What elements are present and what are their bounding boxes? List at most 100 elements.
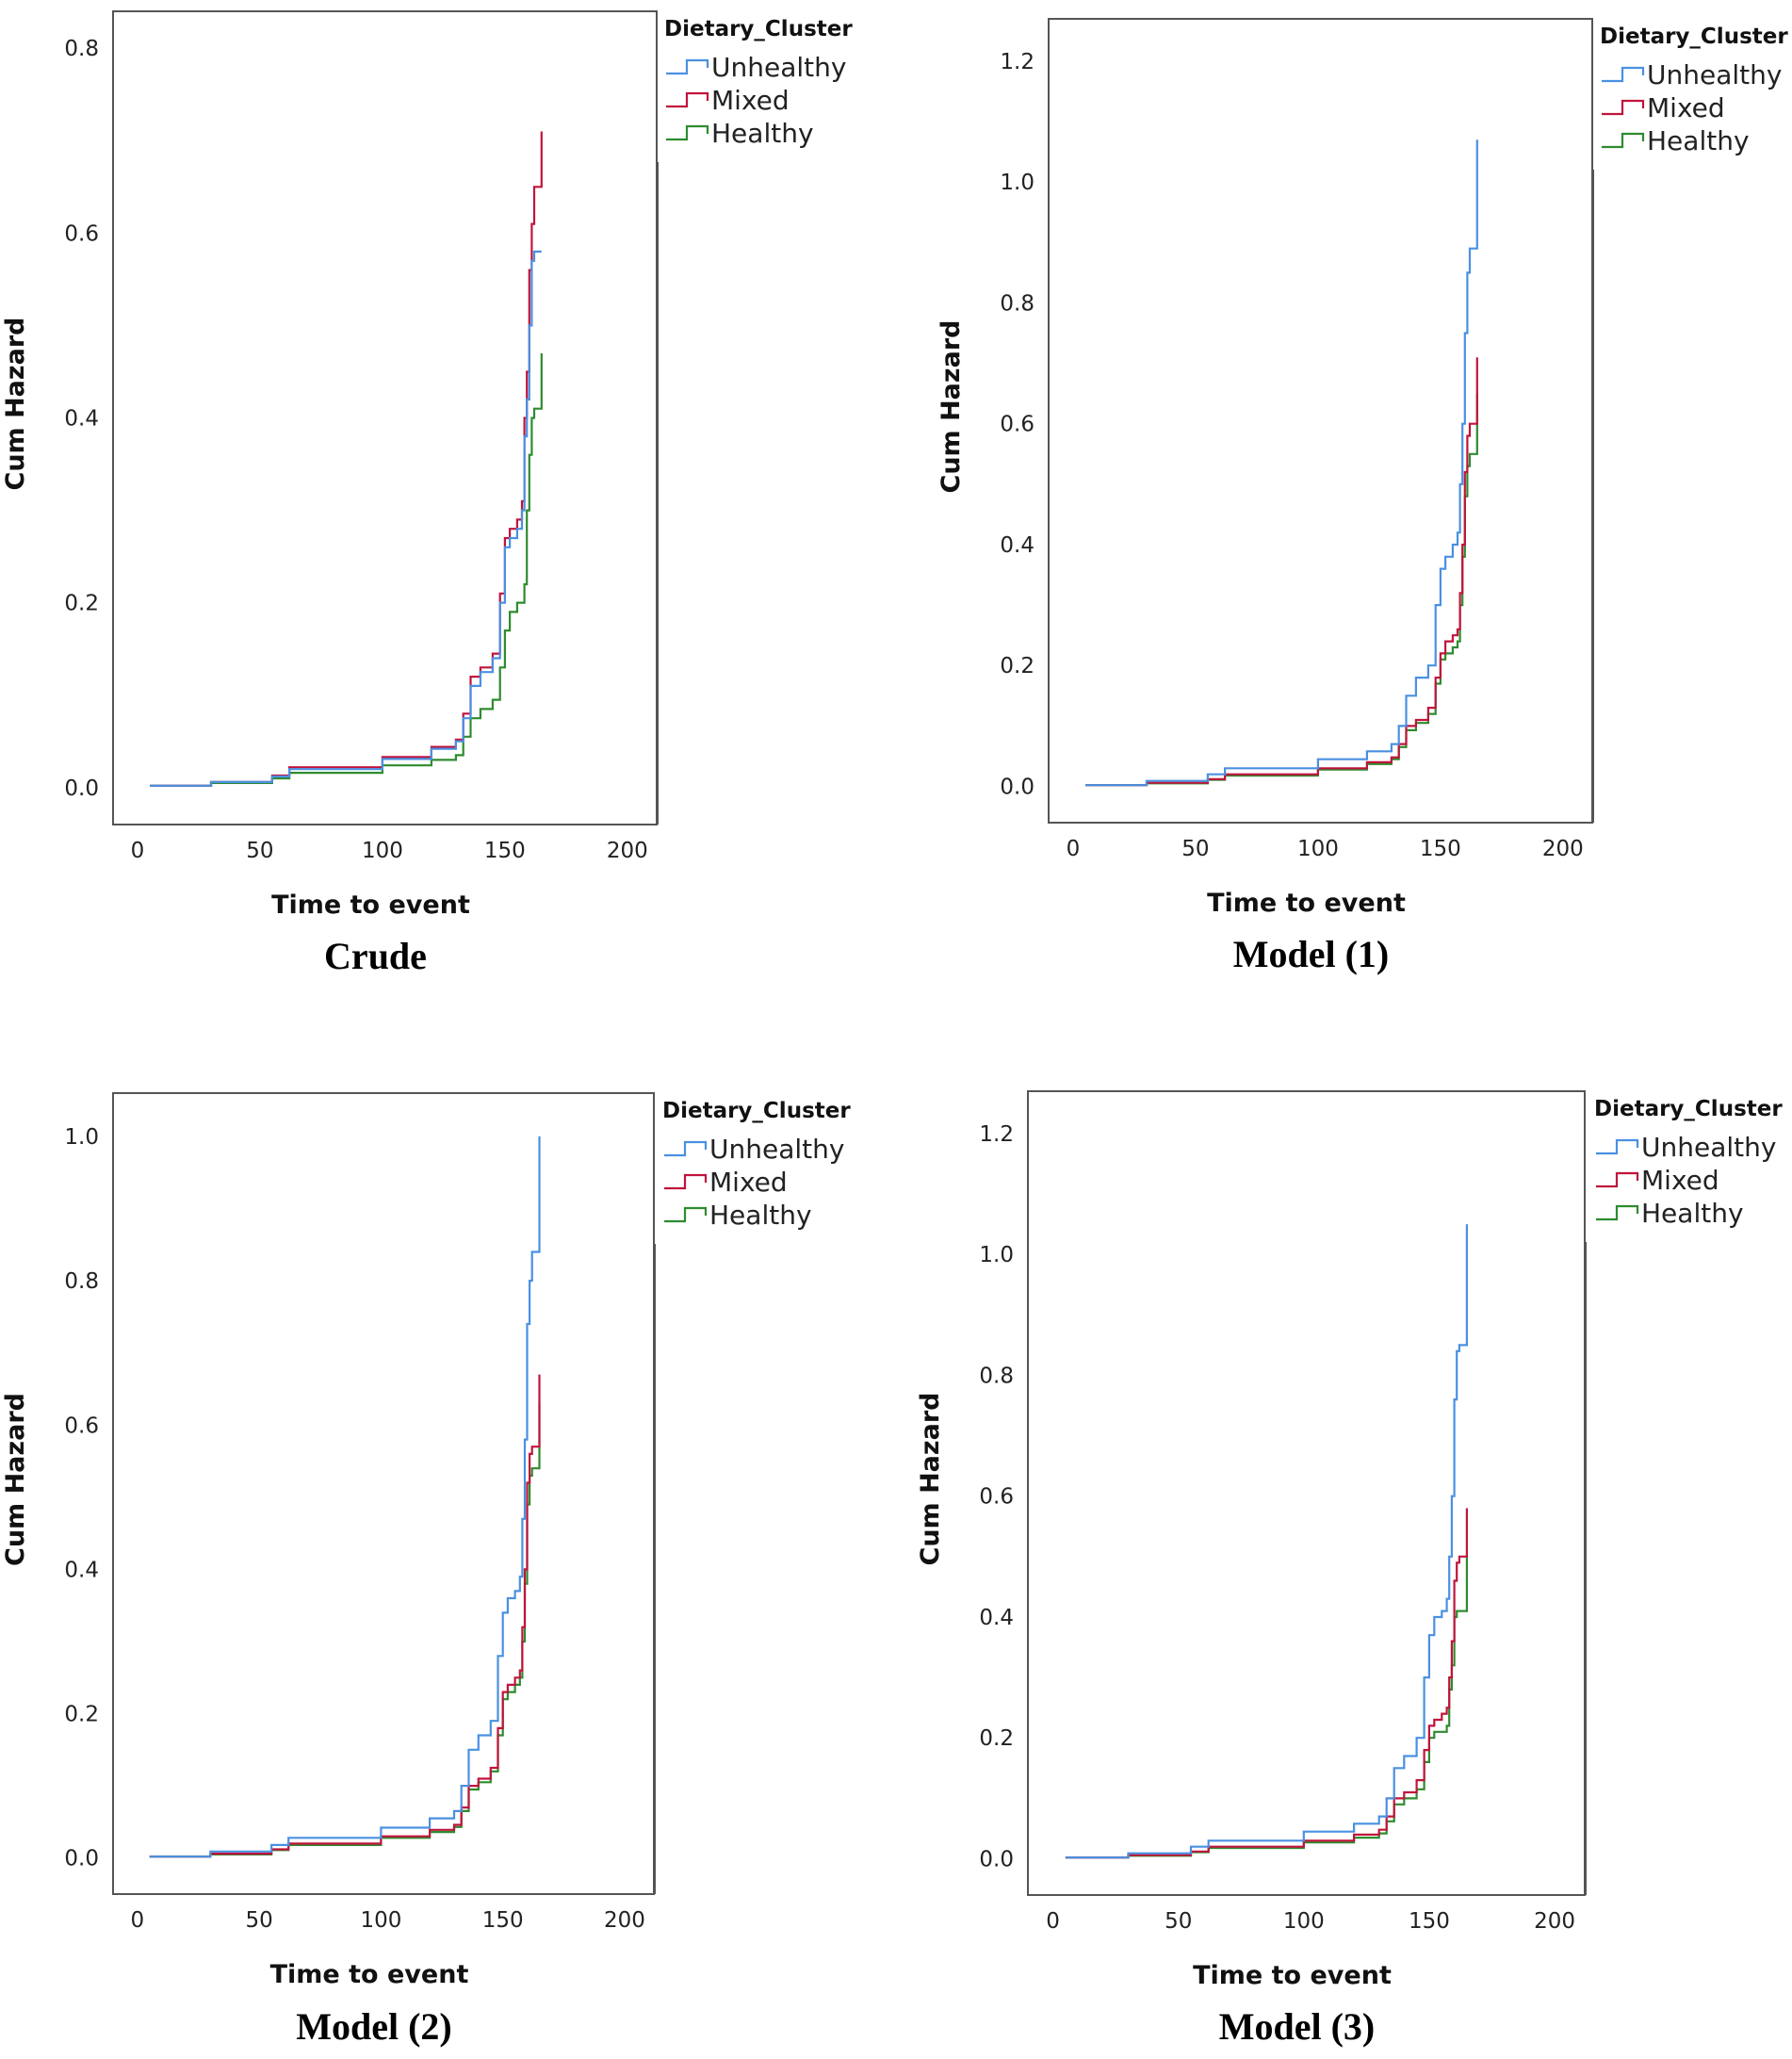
model-2-legend-swatch-healthy — [664, 1206, 708, 1223]
crude-y-tick-label: 0.2 — [64, 592, 99, 616]
crude-y-tick-label: 0.8 — [64, 37, 99, 61]
model-2-x-tick-label: 100 — [360, 1908, 401, 1933]
model-3-y-tick-label: 0.0 — [979, 1848, 1014, 1872]
model-1-legend-title: Dietary_Cluster — [1600, 25, 1788, 49]
model-3-series-mixed — [1065, 1508, 1468, 1859]
model-3-legend-swatch-unhealthy — [1596, 1138, 1639, 1155]
model-2-y-tick-label: 0.6 — [64, 1414, 99, 1438]
crude-x-tick-label: 50 — [246, 839, 273, 863]
crude-series-healthy — [150, 352, 543, 787]
model-1-legend-label-mixed: Mixed — [1647, 92, 1725, 123]
crude-legend-label-healthy: Healthy — [711, 118, 814, 149]
model-2-legend-swatch-unhealthy — [664, 1140, 708, 1157]
crude-panel-title: Crude — [324, 935, 427, 977]
model-3-y-axis-label: Cum Hazard — [916, 1393, 945, 1566]
model-2-series-mixed — [149, 1374, 541, 1858]
model-1-y-tick-label: 0.8 — [1000, 291, 1034, 316]
model-1-y-tick-label: 0.0 — [1000, 776, 1034, 800]
model-1-x-tick-label: 200 — [1542, 837, 1584, 861]
model-2-legend-label-healthy: Healthy — [709, 1200, 812, 1231]
model-1-y-tick-label: 0.6 — [1000, 413, 1034, 437]
crude-x-tick-label: 100 — [362, 839, 403, 863]
crude-series-unhealthy — [150, 250, 542, 787]
model-1-x-tick-label: 100 — [1297, 837, 1339, 861]
crude-legend-swatch-mixed — [666, 91, 709, 108]
crude-y-tick-label: 0.4 — [64, 407, 99, 432]
model-3-x-tick-label: 50 — [1165, 1909, 1192, 1934]
crude-y-axis-label: Cum Hazard — [1, 318, 30, 491]
model-3-panel-title: Model (3) — [1219, 2005, 1376, 2048]
model-3-x-tick-label: 0 — [1046, 1909, 1060, 1934]
chart-panel-model-1: 0.0 0.2 0.4 0.6 0.8 1.0 1.2 0 50 100 150 200 Time to… — [937, 18, 1788, 975]
model-1-x-tick-label: 0 — [1067, 837, 1081, 861]
crude-y-tick-label: 0.6 — [64, 221, 99, 246]
model-2-panel-title: Model (2) — [296, 2005, 452, 2048]
model-3-legend-swatch-mixed — [1596, 1171, 1639, 1188]
model-2-legend-label-unhealthy: Unhealthy — [709, 1134, 844, 1165]
model-2-x-tick-label: 200 — [604, 1908, 645, 1933]
model-1-series-unhealthy — [1085, 139, 1478, 787]
model-1-x-tick-label: 50 — [1181, 837, 1209, 861]
crude-plot-edge — [656, 162, 659, 825]
chart-panel-model-3: 0.0 0.2 0.4 0.6 0.8 1.0 1.2 0 50 100 150 200 Time to… — [916, 1090, 1783, 2048]
model-2-y-tick-label: 0.2 — [64, 1703, 99, 1727]
model-2-x-axis-label: Time to event — [270, 1960, 469, 1989]
model-3-plot-area — [1027, 1090, 1586, 1896]
model-2-series-healthy — [149, 1403, 541, 1858]
model-3-y-tick-label: 1.0 — [979, 1243, 1014, 1267]
crude-legend-swatch-healthy — [666, 124, 709, 141]
model-1-y-tick-label: 1.0 — [1000, 171, 1034, 195]
model-2-x-tick-label: 150 — [482, 1908, 524, 1933]
model-1-series-healthy — [1085, 393, 1478, 787]
model-2-plot-area — [112, 1092, 655, 1895]
model-2-plot-edge — [653, 1244, 656, 1894]
model-3-x-axis-label: Time to event — [1193, 1961, 1392, 1990]
model-1-panel-title: Model (1) — [1233, 933, 1390, 975]
crude-x-axis-label: Time to event — [271, 891, 470, 920]
crude-legend-title: Dietary_Cluster — [664, 17, 853, 41]
model-2-legend-title: Dietary_Cluster — [662, 1099, 851, 1123]
model-1-x-axis-label: Time to event — [1207, 889, 1406, 918]
model-2-y-tick-label: 0.4 — [64, 1558, 99, 1582]
model-1-legend-swatch-unhealthy — [1602, 66, 1645, 83]
model-1-series-mixed — [1085, 357, 1478, 787]
model-2-y-tick-label: 1.0 — [64, 1125, 99, 1150]
model-2-series-unhealthy — [149, 1136, 541, 1858]
model-3-y-tick-label: 0.4 — [979, 1606, 1014, 1630]
model-3-x-tick-label: 100 — [1283, 1909, 1325, 1934]
model-3-legend-title: Dietary_Cluster — [1594, 1097, 1783, 1121]
model-1-legend-label-unhealthy: Unhealthy — [1647, 59, 1782, 90]
model-2-x-tick-label: 50 — [245, 1908, 272, 1933]
model-3-x-tick-label: 200 — [1534, 1909, 1575, 1934]
model-1-plot-area — [1048, 18, 1593, 824]
model-3-y-tick-label: 1.2 — [979, 1122, 1014, 1147]
crude-legend-label-unhealthy: Unhealthy — [711, 52, 846, 83]
model-1-y-tick-label: 0.4 — [1000, 533, 1034, 558]
model-1-legend-swatch-mixed — [1602, 99, 1645, 116]
model-3-series-unhealthy — [1065, 1224, 1468, 1859]
crude-y-tick-label: 0.0 — [64, 776, 99, 801]
chart-panel-model-2: 0.0 0.2 0.4 0.6 0.8 1.0 0 50 100 150 200 Time to ev… — [1, 1092, 851, 2048]
model-2-legend-swatch-mixed — [664, 1173, 708, 1190]
model-2-y-tick-label: 0.8 — [64, 1269, 99, 1294]
model-2-y-axis-label: Cum Hazard — [1, 1393, 30, 1566]
model-2-legend-label-mixed: Mixed — [709, 1167, 788, 1198]
model-1-y-tick-label: 1.2 — [1000, 50, 1034, 74]
model-1-legend-label-healthy: Healthy — [1647, 125, 1750, 156]
model-3-x-tick-label: 150 — [1409, 1909, 1450, 1934]
model-3-legend-label-mixed: Mixed — [1641, 1165, 1719, 1196]
model-2-y-tick-label: 0.0 — [64, 1847, 99, 1871]
model-3-y-tick-label: 0.2 — [979, 1726, 1014, 1751]
crude-x-tick-label: 200 — [607, 839, 648, 863]
crude-legend-swatch-unhealthy — [666, 58, 709, 75]
model-3-legend-label-healthy: Healthy — [1641, 1198, 1744, 1229]
crude-x-tick-label: 150 — [484, 839, 526, 863]
crude-legend-label-mixed: Mixed — [711, 85, 790, 116]
model-1-legend-swatch-healthy — [1602, 132, 1645, 149]
model-3-y-tick-label: 0.6 — [979, 1485, 1014, 1510]
model-2-x-tick-label: 0 — [131, 1908, 145, 1933]
model-3-legend-label-unhealthy: Unhealthy — [1641, 1132, 1776, 1163]
model-1-y-tick-label: 0.2 — [1000, 654, 1034, 678]
model-1-plot-edge — [1591, 170, 1594, 823]
